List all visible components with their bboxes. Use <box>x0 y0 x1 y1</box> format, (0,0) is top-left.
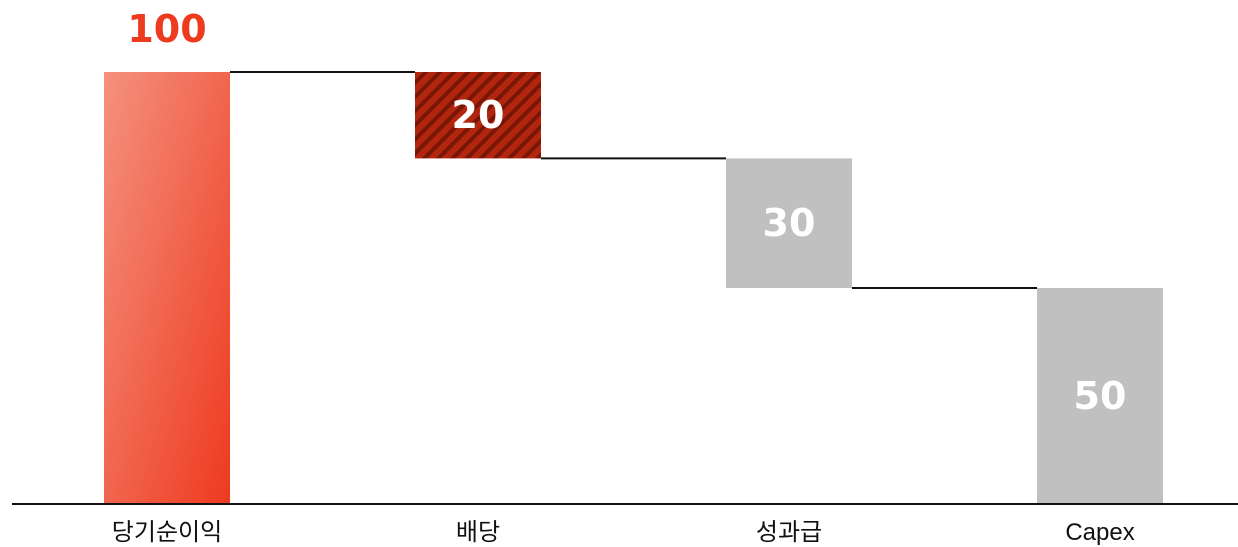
bar-value-label-2: 20 <box>452 93 505 137</box>
bar-value-label-4: 50 <box>1074 374 1127 418</box>
bar-1 <box>104 72 230 504</box>
category-label-3: 성과급 <box>756 519 822 546</box>
bar-3 <box>726 158 852 288</box>
bar-2 <box>415 72 541 159</box>
category-label-2: 배당 <box>456 519 500 546</box>
category-label-4: Capex <box>1065 519 1134 546</box>
bar-4 <box>1037 288 1163 504</box>
bar-value-label-1: 100 <box>127 7 206 51</box>
bar-value-label-3: 30 <box>763 201 816 245</box>
category-label-1: 당기순이익 <box>112 519 222 546</box>
